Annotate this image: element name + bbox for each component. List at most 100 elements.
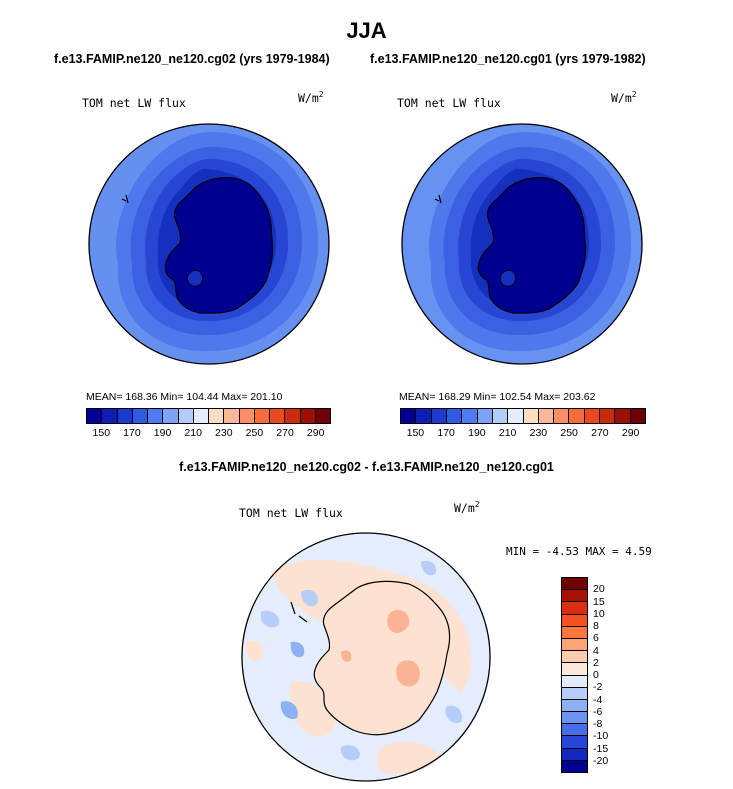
map-boundary xyxy=(241,532,491,782)
panel-right-variable-label: TOM net LW flux xyxy=(397,96,501,110)
colorbar-tick-label: 10 xyxy=(593,607,605,620)
colorbar-swatch xyxy=(562,626,587,639)
colorbar-tick-label: 15 xyxy=(593,595,605,608)
colorbar-tick-label: -6 xyxy=(593,705,603,718)
colorbar-tick-label: 190 xyxy=(153,427,172,439)
colorbar-tick-label: 290 xyxy=(306,427,325,439)
colorbar-tick-label: 230 xyxy=(215,427,233,439)
panel-right-header: f.e13.FAMIP.ne120_ne120.cg01 (yrs 1979-1… xyxy=(370,52,646,66)
panel-right-polar-map xyxy=(401,123,643,365)
colorbar-tick-label: 290 xyxy=(621,427,640,439)
difference-header: f.e13.FAMIP.ne120_ne120.cg02 - f.e13.FAM… xyxy=(179,460,554,474)
colorbar-swatch xyxy=(401,409,417,423)
units-exponent: 2 xyxy=(318,90,324,99)
colorbar-swatch xyxy=(562,712,587,725)
colorbar-swatch xyxy=(569,409,585,423)
difference-units: W/m2 xyxy=(454,500,480,515)
colorbar-swatch xyxy=(538,409,555,423)
colorbar-swatch xyxy=(562,724,587,737)
colorbar-swatch xyxy=(630,409,645,423)
ice-shelf-outline xyxy=(186,270,203,287)
colorbar-swatch xyxy=(562,699,587,713)
colorbar-swatch xyxy=(600,409,616,423)
panel-right-colorbar xyxy=(400,408,646,424)
colorbar-tick-label: 230 xyxy=(529,427,548,439)
colorbar-swatch xyxy=(562,663,587,676)
colorbar-swatch xyxy=(315,409,330,423)
units-exponent: 2 xyxy=(474,500,480,509)
colorbar-swatch xyxy=(562,614,587,627)
south-america-tip xyxy=(121,194,129,204)
colorbar-tick-label: 210 xyxy=(184,427,202,439)
colorbar-tick-label: 0 xyxy=(593,669,599,681)
colorbar-tick-label: 4 xyxy=(593,644,599,657)
colorbar-swatch xyxy=(285,409,301,423)
ice-shelf-outline xyxy=(499,270,516,287)
units-base: W/m xyxy=(454,501,475,515)
colorbar-swatch xyxy=(446,409,463,423)
difference-colorbar-ticks: 20 15 10 8 6 4 2 0 -2 -4 -6 -8 -10 -15 -20 xyxy=(593,577,633,777)
south-america-tip xyxy=(290,601,308,623)
difference-variable-label: TOM net LW flux xyxy=(239,506,343,520)
colorbar-swatch xyxy=(562,638,587,652)
colorbar-swatch xyxy=(102,409,118,423)
units-base: W/m xyxy=(611,91,632,105)
colorbar-swatch xyxy=(562,760,587,772)
colorbar-swatch xyxy=(562,748,587,761)
colorbar-swatch xyxy=(523,409,539,423)
difference-polar-map xyxy=(241,532,491,782)
south-america-tip xyxy=(434,194,442,204)
colorbar-swatch xyxy=(209,409,225,423)
colorbar-swatch xyxy=(562,687,587,700)
colorbar-tick-label: 2 xyxy=(593,656,599,669)
colorbar-swatch xyxy=(270,409,286,423)
antarctica-warm-patches xyxy=(341,609,420,687)
colorbar-swatch xyxy=(132,409,148,423)
colorbar-tick-label: 250 xyxy=(560,427,578,439)
panel-left-polar-map xyxy=(88,123,330,365)
colorbar-tick-label: 190 xyxy=(468,427,486,439)
colorbar-swatch xyxy=(148,409,164,423)
colorbar-swatch xyxy=(239,409,255,423)
units-exponent: 2 xyxy=(631,90,637,99)
panel-left-colorbar-ticks: 150 170 190 210 230 250 270 290 xyxy=(86,427,331,441)
panel-left-colorbar xyxy=(86,408,331,424)
colorbar-swatch xyxy=(224,409,240,423)
negative-anomaly-patches xyxy=(261,560,462,761)
colorbar-tick-label: 8 xyxy=(593,620,599,632)
colorbar-swatch xyxy=(416,409,432,423)
colorbar-swatch xyxy=(508,409,524,423)
colorbar-tick-label: -4 xyxy=(593,693,603,706)
colorbar-tick-label: -20 xyxy=(593,754,609,767)
colorbar-swatch xyxy=(178,409,194,423)
colorbar-swatch xyxy=(117,409,133,423)
colorbar-tick-label: 150 xyxy=(406,427,425,439)
colorbar-swatch xyxy=(254,409,270,423)
units-base: W/m xyxy=(298,91,319,105)
colorbar-swatch xyxy=(615,409,631,423)
figure-title: JJA xyxy=(346,18,387,43)
difference-minmax: MIN = -4.53 MAX = 4.59 xyxy=(506,545,652,558)
panel-left-variable-label: TOM net LW flux xyxy=(82,96,186,110)
colorbar-swatch xyxy=(431,409,447,423)
colorbar-tick-label: -15 xyxy=(593,742,609,755)
panel-right-stats: MEAN= 168.29 Min= 102.54 Max= 203.62 xyxy=(399,391,596,403)
colorbar-swatch xyxy=(300,409,316,423)
map-boundary xyxy=(88,123,330,365)
panel-left-header: f.e13.FAMIP.ne120_ne120.cg02 (yrs 1979-1… xyxy=(54,52,330,66)
panel-right-colorbar-ticks: 150 170 190 210 230 250 270 290 xyxy=(400,427,646,441)
colorbar-tick-label: 170 xyxy=(123,427,141,439)
panel-left-stats: MEAN= 168.36 Min= 104.44 Max= 201.10 xyxy=(86,391,283,403)
colorbar-tick-label: 250 xyxy=(245,427,264,439)
colorbar-swatch xyxy=(554,409,570,423)
colorbar-swatch xyxy=(462,409,478,423)
colorbar-swatch xyxy=(163,409,179,423)
colorbar-swatch xyxy=(562,578,587,591)
panel-left-units: W/m2 xyxy=(298,90,324,105)
colorbar-swatch xyxy=(562,736,587,749)
colorbar-tick-label: -8 xyxy=(593,718,603,730)
colorbar-swatch xyxy=(87,409,103,423)
colorbar-tick-label: -2 xyxy=(593,681,603,694)
colorbar-tick-label: 6 xyxy=(593,632,599,645)
colorbar-swatch xyxy=(584,409,601,423)
